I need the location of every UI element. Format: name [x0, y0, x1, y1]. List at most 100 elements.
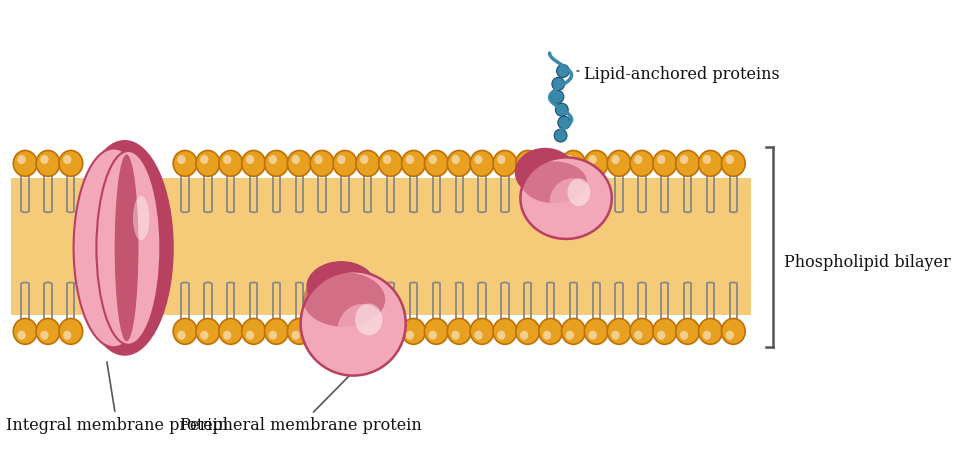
- Ellipse shape: [550, 178, 595, 226]
- Ellipse shape: [41, 331, 48, 340]
- Ellipse shape: [516, 150, 539, 176]
- Ellipse shape: [607, 150, 631, 176]
- Ellipse shape: [703, 331, 711, 340]
- Ellipse shape: [589, 155, 597, 164]
- Ellipse shape: [429, 155, 437, 164]
- Ellipse shape: [726, 331, 734, 340]
- Ellipse shape: [74, 149, 154, 347]
- Ellipse shape: [612, 155, 620, 164]
- Ellipse shape: [59, 150, 82, 176]
- Ellipse shape: [242, 318, 265, 344]
- Ellipse shape: [429, 331, 437, 340]
- Ellipse shape: [630, 318, 653, 344]
- Ellipse shape: [543, 155, 551, 164]
- Text: Integral membrane protein: Integral membrane protein: [6, 362, 228, 434]
- Ellipse shape: [657, 331, 665, 340]
- Ellipse shape: [17, 155, 26, 164]
- Ellipse shape: [521, 158, 612, 239]
- Ellipse shape: [301, 271, 406, 376]
- Ellipse shape: [173, 318, 197, 344]
- Ellipse shape: [200, 331, 208, 340]
- Ellipse shape: [474, 155, 483, 164]
- Ellipse shape: [565, 155, 574, 164]
- Ellipse shape: [520, 155, 529, 164]
- Ellipse shape: [721, 150, 745, 176]
- Ellipse shape: [451, 155, 460, 164]
- Ellipse shape: [515, 149, 575, 196]
- Ellipse shape: [451, 331, 460, 340]
- Ellipse shape: [630, 150, 653, 176]
- Ellipse shape: [652, 150, 677, 176]
- Ellipse shape: [264, 150, 288, 176]
- Ellipse shape: [424, 318, 448, 344]
- Ellipse shape: [333, 150, 357, 176]
- Ellipse shape: [360, 331, 369, 340]
- Ellipse shape: [699, 150, 722, 176]
- Ellipse shape: [520, 331, 529, 340]
- Ellipse shape: [470, 150, 494, 176]
- Text: Lipid-anchored proteins: Lipid-anchored proteins: [577, 66, 780, 83]
- Ellipse shape: [567, 178, 590, 206]
- Ellipse shape: [291, 155, 300, 164]
- Ellipse shape: [355, 304, 382, 335]
- Ellipse shape: [726, 155, 734, 164]
- Ellipse shape: [303, 272, 385, 327]
- Ellipse shape: [424, 150, 448, 176]
- Ellipse shape: [557, 64, 569, 77]
- Ellipse shape: [14, 318, 37, 344]
- Ellipse shape: [676, 150, 700, 176]
- Ellipse shape: [378, 150, 403, 176]
- Ellipse shape: [721, 318, 745, 344]
- Ellipse shape: [17, 331, 26, 340]
- Ellipse shape: [287, 318, 311, 344]
- Ellipse shape: [585, 150, 608, 176]
- Ellipse shape: [287, 150, 311, 176]
- Ellipse shape: [402, 150, 425, 176]
- Ellipse shape: [219, 318, 243, 344]
- Ellipse shape: [246, 331, 255, 340]
- Ellipse shape: [315, 331, 322, 340]
- Ellipse shape: [556, 103, 568, 116]
- Ellipse shape: [333, 318, 357, 344]
- Ellipse shape: [561, 318, 586, 344]
- Ellipse shape: [634, 331, 643, 340]
- Ellipse shape: [177, 331, 186, 340]
- Ellipse shape: [699, 318, 722, 344]
- Ellipse shape: [402, 318, 425, 344]
- Ellipse shape: [337, 155, 346, 164]
- Ellipse shape: [406, 155, 414, 164]
- Ellipse shape: [607, 318, 631, 344]
- Ellipse shape: [493, 318, 517, 344]
- Ellipse shape: [356, 150, 379, 176]
- Ellipse shape: [612, 331, 620, 340]
- Ellipse shape: [337, 304, 387, 359]
- Ellipse shape: [177, 155, 186, 164]
- Ellipse shape: [585, 318, 608, 344]
- Ellipse shape: [360, 155, 369, 164]
- Ellipse shape: [383, 331, 391, 340]
- Ellipse shape: [97, 151, 161, 345]
- Ellipse shape: [493, 150, 517, 176]
- Ellipse shape: [41, 155, 48, 164]
- Ellipse shape: [543, 331, 551, 340]
- Ellipse shape: [551, 90, 563, 103]
- Ellipse shape: [36, 150, 60, 176]
- Ellipse shape: [538, 318, 562, 344]
- Ellipse shape: [657, 155, 665, 164]
- Ellipse shape: [133, 196, 149, 241]
- Ellipse shape: [223, 155, 231, 164]
- Ellipse shape: [337, 331, 346, 340]
- Ellipse shape: [269, 155, 277, 164]
- Ellipse shape: [470, 318, 494, 344]
- Ellipse shape: [114, 154, 138, 341]
- Ellipse shape: [63, 331, 72, 340]
- Ellipse shape: [310, 318, 334, 344]
- Ellipse shape: [59, 318, 82, 344]
- Ellipse shape: [555, 129, 567, 142]
- Ellipse shape: [406, 331, 414, 340]
- Ellipse shape: [219, 150, 243, 176]
- Ellipse shape: [565, 331, 574, 340]
- Ellipse shape: [14, 150, 37, 176]
- Ellipse shape: [291, 331, 300, 340]
- Ellipse shape: [558, 116, 570, 129]
